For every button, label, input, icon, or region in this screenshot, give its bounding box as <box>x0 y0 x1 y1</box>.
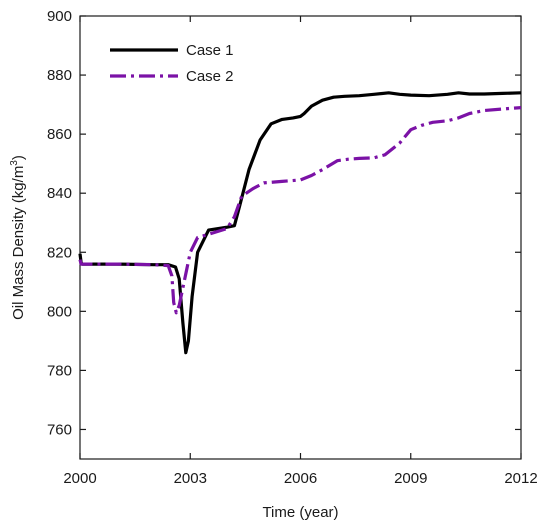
y-tick-label-900: 900 <box>47 8 72 25</box>
y-axis-title-superscript: 3 <box>9 160 20 166</box>
axis-ticks <box>79 15 522 459</box>
legend-label-case-1: Case 1 <box>186 42 234 59</box>
series-line-1 <box>78 91 522 355</box>
plot-frame <box>79 15 522 460</box>
y-tick-label-800: 800 <box>47 303 72 320</box>
series-layer <box>78 91 522 355</box>
y-axis-title-main: Oil Mass Density (kg/m <box>10 166 27 320</box>
x-tick-label-2012: 2012 <box>504 470 537 487</box>
legend-label-case-2: Case 2 <box>186 68 234 85</box>
x-tick-label-2006: 2006 <box>284 470 317 487</box>
tick-labels: 2000 2003 2006 2009 2012 760 780 800 820 840 860 88… <box>47 8 538 487</box>
x-tick-label-2000: 2000 <box>63 470 96 487</box>
y-tick-label-880: 880 <box>47 67 72 84</box>
y-tick-label-820: 820 <box>47 244 72 261</box>
x-tick-label-2003: 2003 <box>174 470 207 487</box>
x-axis-title: Time (year) <box>262 504 338 521</box>
y-axis-title-close: ) <box>10 155 27 160</box>
legend: Case 1 Case 2 <box>110 42 234 85</box>
y-tick-label-860: 860 <box>47 126 72 143</box>
series-line-2 <box>78 106 522 315</box>
y-tick-label-780: 780 <box>47 362 72 379</box>
y-axis-title: Oil Mass Density (kg/m3) <box>9 155 27 320</box>
y-tick-label-840: 840 <box>47 185 72 202</box>
x-tick-label-2009: 2009 <box>394 470 427 487</box>
y-tick-label-760: 760 <box>47 421 72 438</box>
